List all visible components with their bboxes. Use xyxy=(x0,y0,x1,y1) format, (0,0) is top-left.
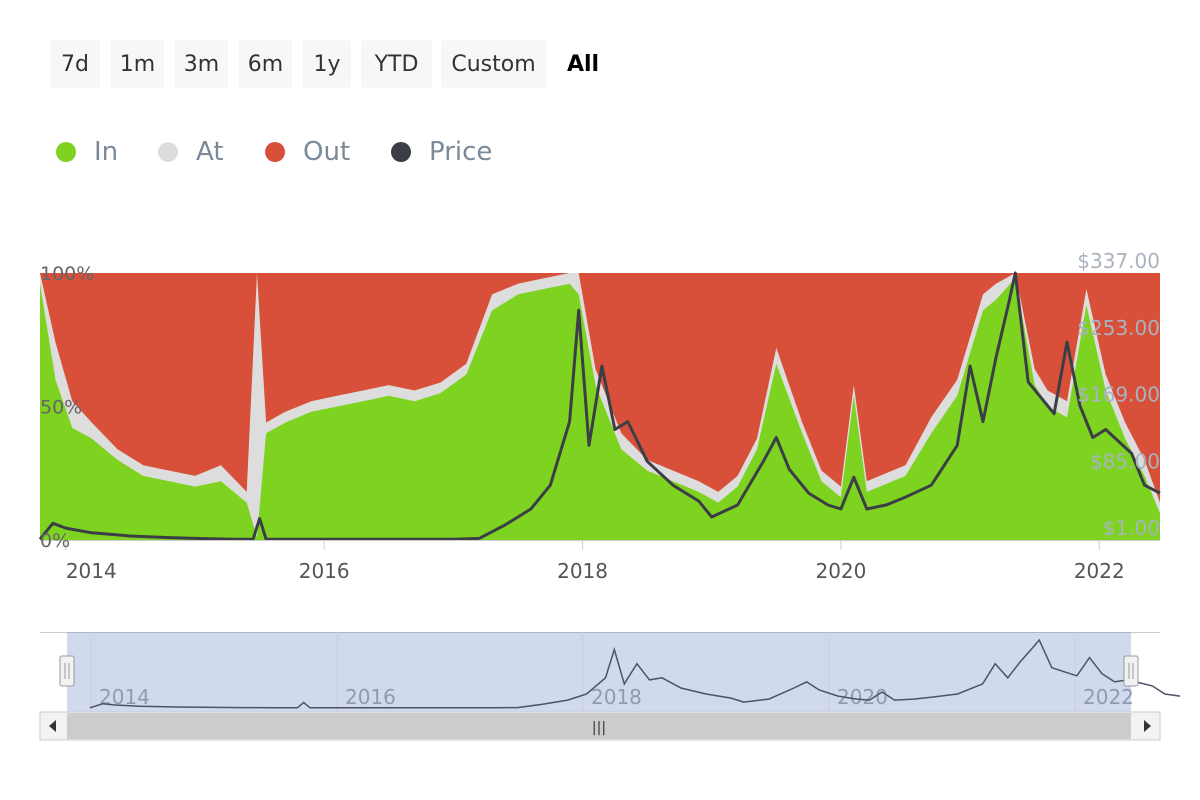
x-tick-label: 2018 xyxy=(557,559,608,583)
legend-item-out[interactable]: Out xyxy=(265,132,350,172)
y-right-tick-label: $85.00 xyxy=(1090,449,1160,473)
range-button-all[interactable]: All xyxy=(558,40,608,88)
price-line xyxy=(38,271,1161,541)
y-left-tick-label: 0% xyxy=(40,530,70,552)
legend-item-price[interactable]: Price xyxy=(391,132,492,172)
navigator-tick-label: 2018 xyxy=(591,685,642,709)
scroll-right-arrow-icon[interactable] xyxy=(1144,720,1151,732)
x-tick-label: 2016 xyxy=(299,559,350,583)
legend-dot-out xyxy=(265,142,285,162)
navigator-price-line xyxy=(89,638,1181,709)
legend-label-price: Price xyxy=(429,137,493,167)
legend-label-in: In xyxy=(94,137,119,167)
range-button-1m[interactable]: 1m xyxy=(111,40,164,88)
x-tick-label: 2022 xyxy=(1074,559,1125,583)
navigator-selection-mask xyxy=(67,632,1131,712)
main-plot-area xyxy=(38,271,1161,541)
handle-body xyxy=(59,655,75,687)
y-right-tick-label: $337.00 xyxy=(1077,249,1160,273)
range-button-3m[interactable]: 3m xyxy=(175,40,228,88)
legend-item-at[interactable]: At xyxy=(158,132,224,172)
scroll-left-arrow-icon[interactable] xyxy=(49,720,56,732)
y-right-tick-label: $169.00 xyxy=(1077,383,1160,407)
scrollbar-grip-icon: ||| xyxy=(592,720,606,736)
legend-dot-in xyxy=(56,142,76,162)
scrollbar-thumb[interactable] xyxy=(67,713,1131,739)
navigator: 2014 2016 2018 2020 2022||| xyxy=(39,632,1181,741)
legend-dot-at xyxy=(158,142,178,162)
range-button-custom[interactable]: Custom xyxy=(441,40,546,88)
navigator-handle-right[interactable] xyxy=(1123,655,1139,687)
navigator-tick-label: 2022 xyxy=(1083,685,1134,709)
axes-layer: 2014 2016 2018 2020 2022 0% 50% 100% $1.00 $85.00… xyxy=(40,249,1160,583)
x-tick-label: 2020 xyxy=(815,559,866,583)
range-button-ytd[interactable]: YTD xyxy=(361,40,432,88)
legend-dot-price xyxy=(391,142,411,162)
navigator-handle-left[interactable] xyxy=(59,655,75,687)
y-left-tick-label: 100% xyxy=(40,263,94,285)
legend-label-at: At xyxy=(196,137,224,167)
area-in xyxy=(40,278,1160,540)
handle-body xyxy=(1123,655,1139,687)
y-right-tick-label: $1.00 xyxy=(1103,516,1160,540)
navigator-scrollbar: ||| xyxy=(39,711,1161,741)
range-button-6m[interactable]: 6m xyxy=(239,40,292,88)
range-button-7d[interactable]: 7d xyxy=(50,40,100,88)
y-left-tick-label: 50% xyxy=(40,397,82,419)
range-button-1y[interactable]: 1y xyxy=(303,40,351,88)
navigator-tick-label: 2016 xyxy=(345,685,396,709)
x-tick-label: 2014 xyxy=(66,559,117,583)
legend-label-out: Out xyxy=(303,137,351,167)
legend-item-in[interactable]: In xyxy=(56,132,118,172)
y-right-tick-label: $253.00 xyxy=(1077,316,1160,340)
